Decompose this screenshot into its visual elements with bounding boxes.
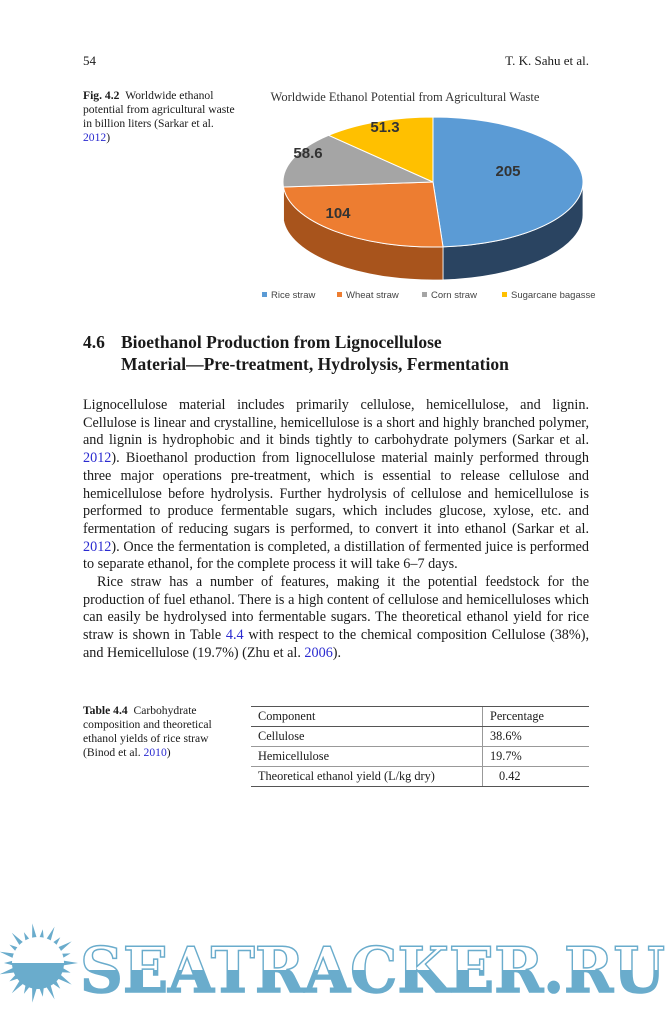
table-row: Hemicellulose 19.7%	[251, 746, 589, 767]
figure-label: Fig. 4.2	[83, 89, 120, 102]
legend-item: Sugarcane bagasse	[511, 290, 595, 301]
citation-link[interactable]: 4.4	[225, 627, 244, 644]
table-cell: 0.42	[482, 766, 589, 787]
watermark-logo: SEATRACKER.RU	[0, 923, 666, 1008]
citation-link[interactable]: 2012	[83, 450, 112, 467]
section-heading: 4.6 Bioethanol Production from Lignocellu…	[83, 331, 509, 375]
watermark-text: SEATRACKER.RU	[80, 933, 665, 1007]
legend-item: Wheat straw	[346, 290, 399, 301]
chart-title: Worldwide Ethanol Potential from Agricul…	[271, 90, 540, 104]
table-header-row: Component Percentage	[251, 706, 589, 727]
text-run: with respect to the chemical composition…	[83, 627, 589, 661]
figure-caption-end: )	[106, 131, 111, 144]
data-label: 205	[495, 163, 520, 180]
legend-swatch	[337, 292, 342, 297]
paragraph: Lignocellulose material includes primari…	[83, 397, 589, 574]
pie-labels: 205 104 58.6 51.3	[293, 119, 520, 222]
pie-slice	[327, 116, 434, 183]
page-number: 54	[83, 53, 96, 68]
sun-rays	[0, 923, 78, 1003]
citation-link[interactable]: 2010	[143, 746, 167, 759]
table-caption: Table 4.4 Carbohydrate composition and t…	[83, 704, 233, 760]
pie-chart: Worldwide Ethanol Potential from Agricul…	[262, 90, 595, 301]
table-cell: Cellulose	[251, 726, 483, 747]
running-head: T. K. Sahu et al.	[505, 53, 589, 68]
data-label: 58.6	[293, 145, 322, 162]
figure-caption-text: Worldwide ethanol potential from agricul…	[83, 89, 235, 130]
text-run: Rice straw has a number of features, mak…	[83, 574, 589, 644]
legend-swatch	[262, 292, 267, 297]
data-label: 104	[325, 205, 351, 222]
legend-swatch	[422, 292, 427, 297]
legend-item: Rice straw	[271, 290, 315, 301]
table-label: Table 4.4	[83, 704, 128, 717]
table-caption-end: )	[166, 746, 171, 759]
sun-disc	[12, 937, 64, 989]
legend-swatch	[502, 292, 507, 297]
table-cell: Hemicellulose	[251, 746, 483, 767]
legend-item: Corn straw	[431, 290, 477, 301]
chart-legend: Rice straw Wheat straw Corn straw Sugarcane…	[262, 290, 595, 301]
table-caption-text: Carbohydrate composition and theoretical…	[83, 704, 212, 759]
text-run: ). Bioethanol production from lignocellu…	[83, 450, 589, 537]
text-run: ).	[332, 644, 342, 661]
table-cell: Theoretical ethanol yield (L/kg dry)	[251, 766, 483, 787]
table-cell: 38.6%	[482, 726, 589, 747]
data-table: Component Percentage Cellulose 38.6% Hem…	[251, 706, 589, 787]
data-label: 51.3	[370, 119, 399, 136]
pie-slice	[282, 181, 444, 248]
citation-link[interactable]: 2012	[83, 538, 112, 555]
citation-link[interactable]: 2006	[304, 644, 333, 661]
section-title-line2: Material—Pre-treatment, Hydrolysis, Ferm…	[121, 354, 509, 374]
pie-slice	[282, 134, 434, 188]
table-cell: 19.7%	[482, 746, 589, 767]
table-row: Theoretical ethanol yield (L/kg dry) 0.4…	[251, 766, 589, 787]
table-row: Cellulose 38.6%	[251, 726, 589, 747]
text-run: ). Once the fermentation is completed, a…	[83, 538, 589, 573]
sun-icon	[0, 923, 78, 1003]
section-number: 4.6	[83, 332, 105, 352]
section-title-line1: Bioethanol Production from Lignocellulos…	[121, 332, 442, 352]
paragraph: Rice straw has a number of features, mak…	[83, 574, 589, 663]
body-text: Lignocellulose material includes primari…	[83, 397, 589, 663]
table-header-cell: Percentage	[482, 706, 589, 727]
text-run: Lignocellulose material includes primari…	[83, 397, 589, 449]
citation-link[interactable]: 2012	[83, 131, 107, 144]
figure-caption: Fig. 4.2 Worldwide ethanol potential fro…	[83, 89, 243, 145]
pie-slice	[432, 116, 584, 248]
table-header-cell: Component	[251, 706, 483, 727]
pie-slices	[282, 116, 584, 248]
